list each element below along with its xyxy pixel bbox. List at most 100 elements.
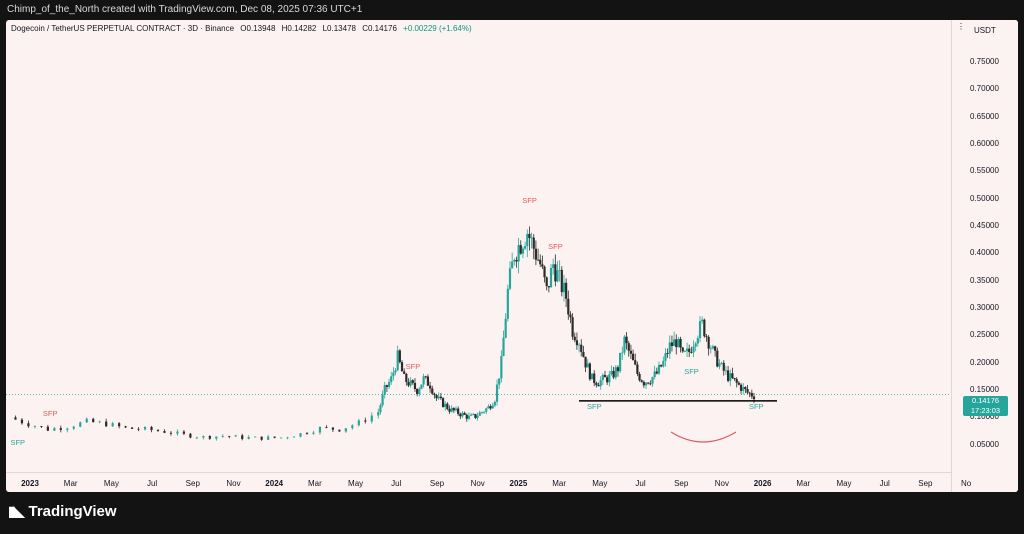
candle-body <box>85 418 88 423</box>
time-tick: No <box>960 479 972 488</box>
candle-body <box>156 430 160 432</box>
time-tick: Mar <box>796 479 811 488</box>
candle-body <box>433 393 436 396</box>
price-tick: 0.50000 <box>970 193 999 203</box>
candle-body <box>508 268 512 289</box>
candle-body <box>478 412 481 416</box>
candle-body <box>124 426 127 428</box>
candle-body <box>46 426 49 431</box>
candle-body <box>696 338 699 344</box>
price-tick: 0.65000 <box>970 111 999 121</box>
more-menu-icon[interactable]: ⋮ <box>957 22 965 31</box>
candle-body <box>666 353 669 354</box>
candle-body <box>688 348 691 353</box>
candle-body <box>495 384 499 402</box>
candle-body <box>750 392 753 397</box>
candle-body <box>653 371 656 378</box>
candle-body <box>465 414 468 419</box>
candle-body <box>528 233 531 238</box>
candle-body <box>422 376 425 385</box>
candle-body <box>169 432 173 434</box>
candle-body <box>703 319 706 337</box>
candle-body <box>718 363 721 367</box>
candle-body <box>625 336 628 344</box>
swing-arc[interactable] <box>670 431 737 443</box>
candle-body <box>677 338 680 348</box>
chart-frame[interactable]: Dogecoin / TetherUS PERPETUAL CONTRACT ·… <box>6 20 1018 492</box>
candle-body <box>640 380 643 382</box>
candle-body <box>338 429 341 432</box>
candle-body <box>487 406 490 409</box>
bar-countdown: 17:23:03 <box>970 406 1001 415</box>
candle-body <box>588 363 591 380</box>
candle-body <box>79 422 82 427</box>
candle-body <box>392 372 395 377</box>
candle-body <box>150 427 153 431</box>
candle-body <box>526 233 529 247</box>
candle-body <box>325 426 328 428</box>
candle-body <box>312 432 315 434</box>
candle-body <box>742 386 745 391</box>
time-axis[interactable] <box>6 472 951 492</box>
time-tick: Sep <box>674 479 689 488</box>
candle-body <box>357 420 360 426</box>
candle-body <box>552 264 555 268</box>
candle-body <box>673 339 676 346</box>
time-tick: Sep <box>185 479 200 488</box>
candle-body <box>558 269 561 271</box>
candle-body <box>623 336 626 353</box>
symbol-name[interactable]: Dogecoin / TetherUS PERPETUAL CONTRACT ·… <box>11 24 235 33</box>
candle-body <box>407 382 410 386</box>
candle-body <box>575 340 579 346</box>
candle-body <box>480 412 484 413</box>
candle-body <box>405 373 408 383</box>
candle-body <box>601 374 604 381</box>
candle-body <box>92 418 95 423</box>
candle-body <box>489 406 492 409</box>
candle-body <box>560 269 563 293</box>
chart-credit: Chimp_of_the_North created with TradingV… <box>7 4 363 15</box>
candle-body <box>416 388 419 395</box>
low-value: L0.13478 <box>322 24 356 33</box>
candle-body <box>450 407 453 412</box>
candle-body <box>636 364 639 374</box>
candle-body <box>137 428 140 430</box>
candle-body <box>577 344 581 346</box>
candle-body <box>33 426 37 427</box>
time-tick: 2023 <box>21 479 39 488</box>
candle-body <box>634 360 637 365</box>
candle-body <box>189 433 192 438</box>
time-tick: Sep <box>429 479 445 488</box>
candle-body <box>621 352 624 354</box>
candle-body <box>647 382 650 384</box>
candle-body <box>424 376 427 378</box>
candle-body <box>541 264 544 267</box>
candle-body <box>554 264 557 282</box>
candle-body <box>463 412 466 415</box>
candle-body <box>547 285 550 288</box>
candle-body <box>610 370 613 375</box>
candle-body <box>649 383 652 385</box>
candle-body <box>176 431 179 434</box>
candle-body <box>595 382 598 386</box>
candle-body <box>400 362 404 372</box>
candle-body <box>459 413 462 417</box>
candle-body <box>746 389 749 393</box>
sfp-label: SFP <box>405 362 421 372</box>
candle-body <box>292 436 296 438</box>
candle-body <box>20 419 24 424</box>
candle-body <box>452 407 455 411</box>
candle-body <box>267 436 270 440</box>
sfp-label: SFP <box>587 402 602 412</box>
candle-body <box>502 337 505 357</box>
price-tick: 0.05000 <box>970 439 999 449</box>
currency-label[interactable]: USDT <box>974 26 996 35</box>
time-tick: 2024 <box>265 479 284 488</box>
candle-body <box>448 409 451 412</box>
candle-body <box>221 436 224 437</box>
sfp-label: SFP <box>42 408 58 418</box>
candle-body <box>396 350 399 371</box>
price-chart[interactable] <box>6 20 1018 492</box>
candle-body <box>720 362 723 364</box>
candle-body <box>694 343 697 347</box>
